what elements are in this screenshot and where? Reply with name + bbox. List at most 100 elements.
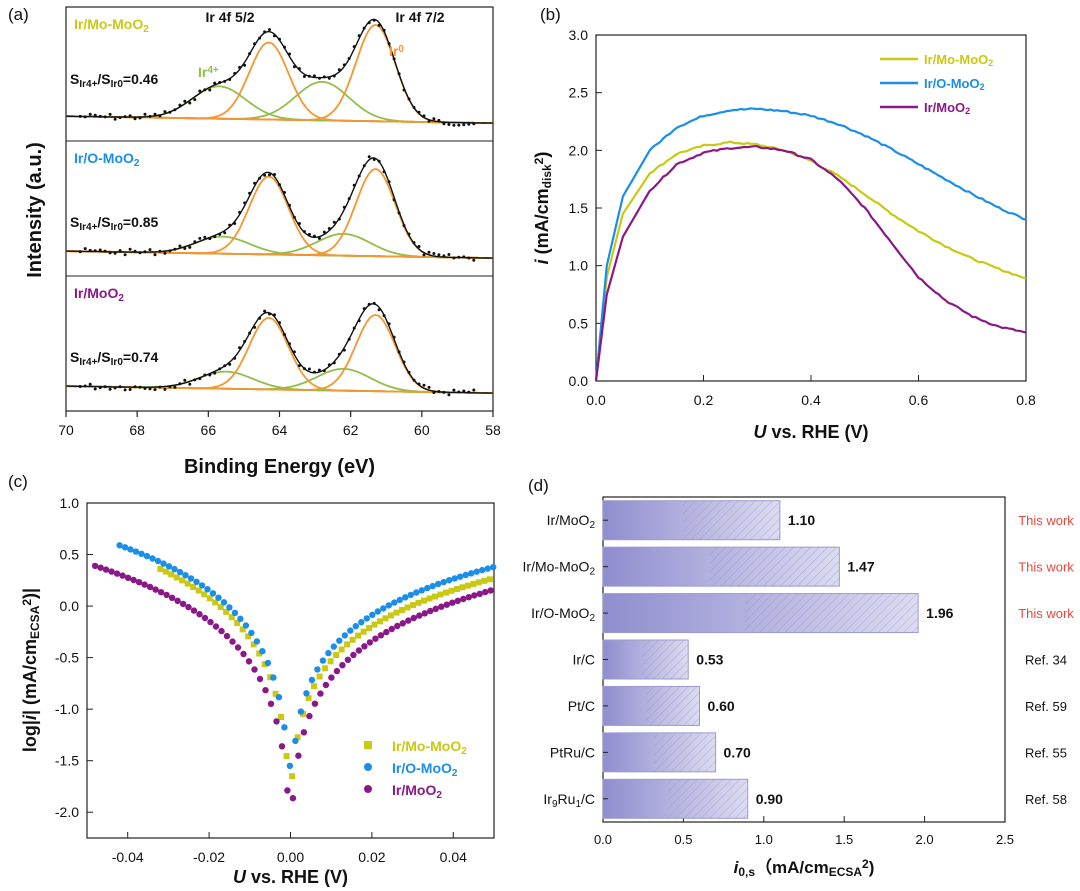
- xps-data-point: [203, 88, 207, 92]
- tafel-data-point: [358, 619, 365, 626]
- tafel-data-point: [459, 584, 466, 591]
- tafel-data-point: [163, 591, 170, 599]
- xps-data-point: [138, 251, 142, 255]
- xps-data-point: [307, 367, 311, 371]
- tafel-data-point: [333, 667, 341, 675]
- tafel-data-point: [143, 552, 151, 560]
- xps-data-point: [93, 113, 97, 117]
- xps-data-point: [113, 117, 117, 121]
- xps-data-point: [138, 116, 142, 120]
- panel-b-xlabel: U vs. RHE (V): [753, 422, 868, 442]
- tafel-data-point: [344, 656, 352, 663]
- xps-data-point: [372, 18, 376, 22]
- xps-data-point: [243, 340, 247, 343]
- xps-data-point: [228, 78, 232, 81]
- bar-value-label: 0.53: [696, 652, 723, 668]
- tafel-data-point: [217, 604, 224, 611]
- tafel-data-point: [245, 658, 253, 665]
- tafel-data-point: [471, 592, 478, 599]
- tafel-data-point: [413, 589, 420, 596]
- xps-data-point: [292, 215, 296, 219]
- tafel-data-point: [330, 643, 337, 650]
- tafel-data-point: [339, 662, 346, 669]
- panel-a-label: (a): [8, 5, 29, 24]
- xps-data-point: [382, 28, 386, 32]
- tafel-data-point: [284, 787, 291, 794]
- tafel-data-point: [286, 762, 294, 769]
- peak-label-4f52: Ir 4f 5/2: [205, 9, 254, 25]
- panel-c-xtick-label: 0.00: [277, 849, 304, 865]
- xps-data-point: [248, 331, 252, 335]
- xps-data-point: [278, 321, 281, 325]
- xps-data-point: [422, 253, 426, 257]
- tafel-data-point: [410, 602, 416, 609]
- xps-data-point: [148, 114, 152, 118]
- tafel-data-point: [297, 708, 305, 715]
- panel-b-ytick-label: 0.5: [569, 315, 589, 331]
- tafel-data-point: [427, 607, 434, 615]
- tafel-data-point: [316, 673, 323, 680]
- tafel-data-point: [228, 614, 235, 621]
- xps-data-point: [123, 115, 127, 119]
- xps-data-point: [113, 251, 117, 255]
- xps-data-point: [432, 391, 436, 395]
- bar-value-label: 0.60: [707, 698, 734, 714]
- tafel-data-point: [201, 591, 208, 598]
- lsv-series-line: [594, 107, 1027, 382]
- tafel-data-point: [333, 652, 340, 658]
- xps-data-point: [372, 158, 376, 161]
- tafel-data-point: [278, 714, 285, 720]
- tafel-data-point: [449, 599, 456, 606]
- xps-data-point: [317, 236, 321, 240]
- xps-data-point: [307, 74, 311, 78]
- xps-data-point: [457, 390, 461, 394]
- xps-data-point: [442, 122, 446, 126]
- xps-data-point: [442, 254, 446, 258]
- xps-data-point: [288, 52, 291, 56]
- panel-d-xtick-label: 0.5: [674, 832, 692, 847]
- panel-c-ytick-label: 1.0: [60, 495, 80, 511]
- xps-data-point: [432, 117, 436, 121]
- tafel-data-point: [426, 595, 433, 602]
- xps-data-point: [427, 385, 431, 389]
- xps-data-point: [312, 74, 316, 78]
- xps-data-point: [238, 346, 242, 350]
- tafel-data-point: [270, 674, 277, 681]
- xps-data-point: [248, 52, 252, 56]
- xps-data-point: [213, 371, 217, 375]
- bar-reference-label: This work: [1018, 606, 1074, 621]
- panel-d-label: (d): [528, 476, 549, 495]
- xps-data-point: [253, 181, 257, 185]
- xps-data-point: [377, 159, 381, 163]
- tafel-data-point: [440, 578, 447, 586]
- xps-data-point: [193, 240, 197, 244]
- xps-data-point: [392, 198, 396, 202]
- tafel-data-point: [451, 575, 458, 582]
- panel-b: (b) 0.0 0.2 0.4 0.6 0.8 0.0 0.5 1.0 1.5 2.0 2.5 3.0 U…: [532, 5, 1036, 442]
- tafel-data-point: [322, 665, 329, 672]
- xps-data-point: [288, 342, 291, 346]
- panel-b-ylabel: i (mA/cmdisk2): [532, 152, 554, 265]
- panel-a-xtick-label: 60: [414, 422, 430, 438]
- xps-data-point: [88, 382, 92, 386]
- tafel-data-point: [350, 651, 357, 659]
- xps-data-point: [188, 101, 192, 105]
- xps-data-point: [457, 255, 461, 259]
- tafel-data-point: [121, 544, 129, 551]
- tafel-data-point: [212, 623, 220, 630]
- xps-data-point: [402, 88, 406, 92]
- panel-b-xtick-label: 0.0: [586, 392, 606, 408]
- tafel-data-point: [204, 586, 211, 593]
- xps-data-point: [273, 34, 276, 38]
- xps-data-point: [312, 370, 316, 374]
- lsv-series-line: [594, 145, 1027, 382]
- tafel-data-point: [374, 608, 381, 615]
- xps-data-point: [233, 356, 237, 360]
- tafel-data-point: [223, 608, 230, 615]
- xps-data-point: [467, 390, 471, 394]
- bar-value-label: 0.70: [724, 744, 751, 760]
- xps-data-point: [457, 123, 461, 127]
- tafel-data-point: [116, 542, 123, 549]
- panel-c-label: (c): [8, 472, 28, 491]
- panel-c-ytick-label: -1.5: [55, 753, 79, 769]
